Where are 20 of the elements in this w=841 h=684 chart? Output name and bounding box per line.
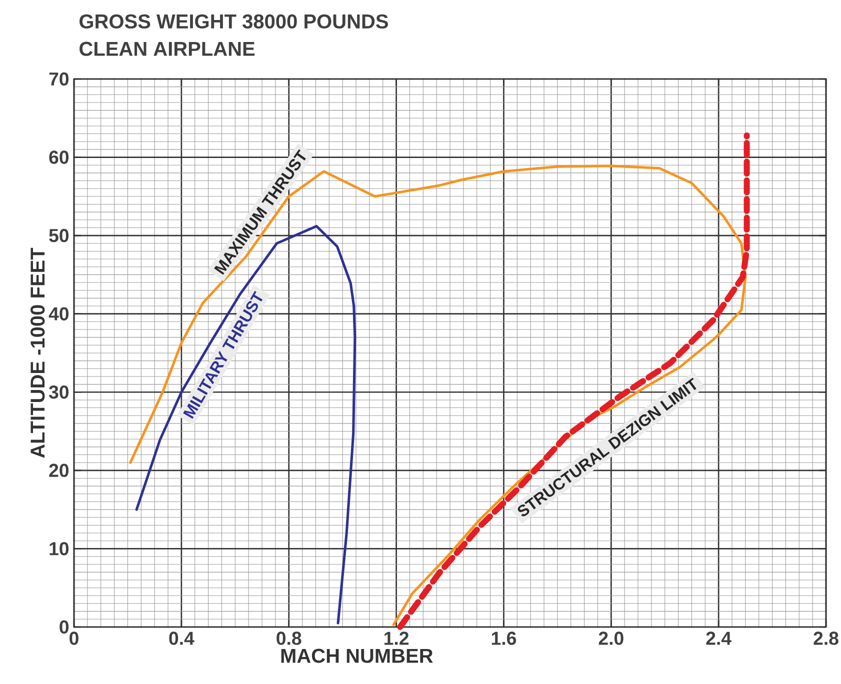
y-tick-label: 60	[49, 150, 69, 164]
x-tick-label: 1.2	[384, 632, 409, 645]
y-tick-label: 70	[49, 72, 69, 86]
chart-title: GROSS WEIGHT 38000 POUNDS	[80, 14, 388, 29]
x-tick-label: 0.8	[276, 632, 302, 645]
x-axis-title: MACH NUMBER	[281, 648, 433, 663]
x-tick-label: 0.4	[169, 632, 194, 645]
y-axis-title: ALTITUDE -1000 FEET	[30, 248, 45, 458]
y-tick-label: 40	[48, 307, 69, 320]
x-tick-label: 2.0	[598, 632, 624, 645]
x-tick-label: 2.4	[706, 632, 732, 645]
y-tick-label: 0	[60, 620, 69, 634]
x-tick-label: 2.8	[814, 632, 838, 645]
x-tick-label: 0	[70, 632, 78, 645]
y-tick-label: 50	[49, 228, 69, 242]
y-tick-label: 10	[50, 542, 69, 556]
y-tick-label: 20	[49, 464, 69, 478]
y-tick-label: 30	[48, 385, 69, 399]
chart-subtitle: CLEAN AIRPLANE	[80, 42, 255, 56]
x-tick-label: 1.6	[492, 632, 516, 645]
